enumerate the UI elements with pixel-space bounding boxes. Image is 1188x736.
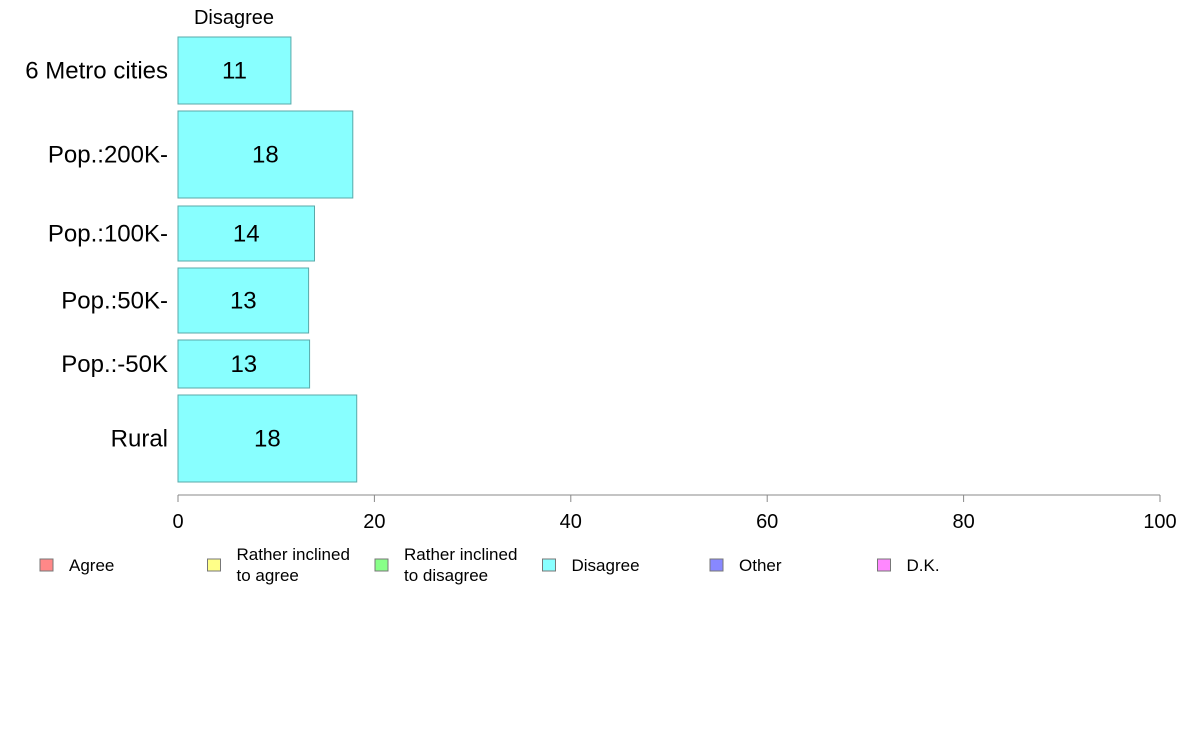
legend-swatch	[207, 558, 221, 572]
category-label: Pop.:50K-	[61, 288, 168, 315]
category-label: Pop.:100K-	[48, 221, 168, 248]
bar	[177, 205, 315, 262]
legend-swatch	[877, 558, 891, 572]
category-label: 6 Metro cities	[25, 58, 168, 85]
x-tick-label: 60	[756, 511, 778, 533]
column-header: Disagree	[194, 7, 274, 29]
bar-value-label: 13	[230, 351, 257, 378]
x-tick-label: 40	[560, 511, 582, 533]
bar-value-label: 13	[230, 288, 257, 315]
bar	[177, 394, 358, 483]
legend-swatch	[39, 558, 54, 572]
bar-value-label: 18	[252, 142, 279, 169]
legend-swatch	[709, 558, 724, 572]
legend-label: Other	[739, 556, 782, 575]
bar	[177, 36, 292, 105]
x-axis: 0 20 40 60 80 100	[172, 494, 1177, 533]
bar-value-label: 14	[233, 221, 260, 248]
x-tick-label: 20	[363, 511, 385, 533]
bar	[177, 110, 354, 199]
legend-swatch	[374, 558, 389, 572]
bar-value-label: 18	[254, 426, 281, 453]
legend: Agree Rather inclined to agree Rather incli…	[39, 545, 940, 585]
legend-label: Agree	[69, 556, 114, 575]
bar	[177, 267, 310, 334]
legend-label: Disagree	[572, 556, 640, 575]
x-tick-label: 80	[952, 511, 974, 533]
category-label: Pop.:-50K	[61, 351, 168, 378]
legend-label: Rather inclined to disagree	[404, 545, 517, 585]
bar	[177, 339, 311, 389]
legend-label: D.K.	[907, 556, 940, 575]
legend-label: Rather inclined to agree	[237, 545, 350, 585]
bar-value-label: 11	[222, 58, 247, 85]
x-tick-label: 0	[172, 511, 183, 533]
category-label: Rural	[111, 426, 168, 453]
category-label: Pop.:200K-	[48, 142, 168, 169]
bars-group: 6 Metro cities 11 Pop.:200K- 18 Pop.:100K- 14…	[25, 36, 358, 483]
legend-swatch	[542, 558, 556, 572]
x-tick-label: 100	[1143, 511, 1176, 533]
